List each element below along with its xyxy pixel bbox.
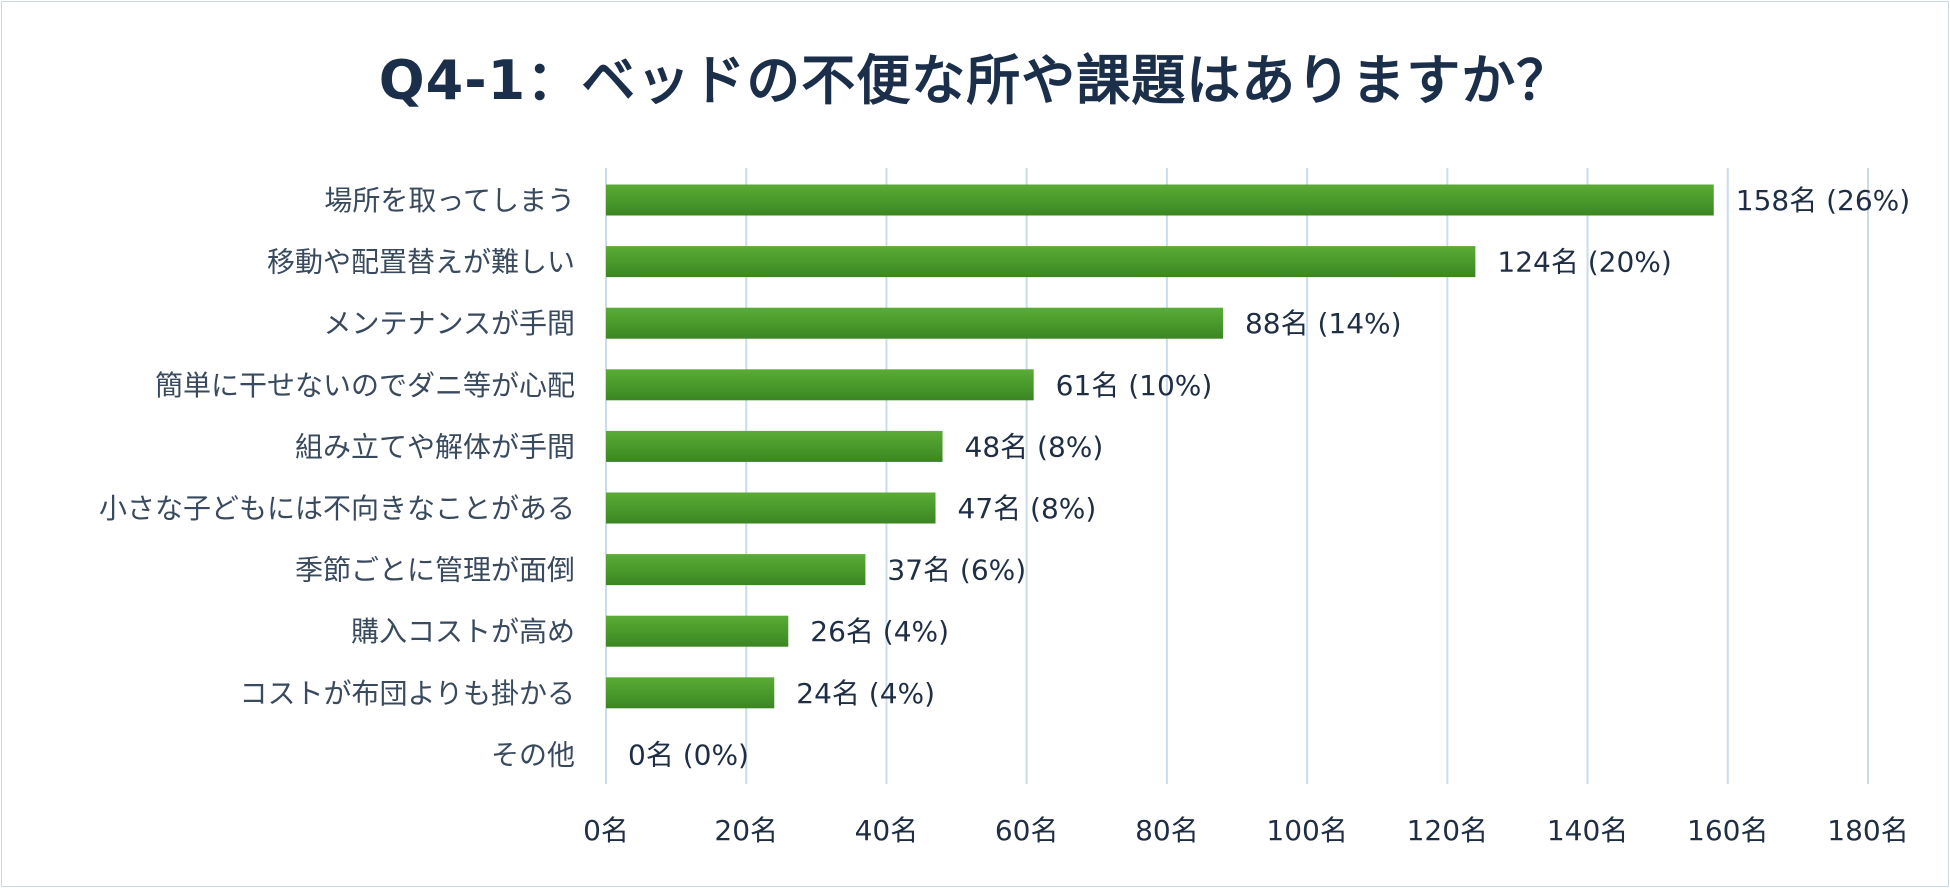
category-label: メンテナンスが手間	[324, 307, 575, 340]
chart-title: Q4-1：ベッドの不便な所や課題はありますか？	[378, 49, 1572, 112]
data-label: 0名 (0%)	[628, 738, 749, 771]
category-label: 購入コストが高め	[351, 615, 575, 648]
data-label: 48名 (8%)	[965, 430, 1104, 463]
bar	[606, 615, 789, 647]
labels: 0名 20名 40名 60名 80名 100名 120名 140名 160名 180名 場所を取って…	[99, 184, 1910, 847]
category-label: コストが布団よりも掛かる	[240, 677, 575, 710]
bar	[606, 430, 943, 462]
category-label: 簡単に干せないのでダニ等が心配	[155, 369, 575, 402]
data-label: 158名 (26%)	[1736, 184, 1910, 217]
category-label: 組み立てや解体が手間	[295, 430, 575, 463]
data-label: 26名 (4%)	[810, 615, 949, 648]
category-label: 小さな子どもには不向きなことがある	[99, 492, 575, 525]
data-label: 37名 (6%)	[887, 554, 1026, 587]
x-tick-label: 20名	[714, 814, 778, 847]
data-label: 88名 (14%)	[1245, 307, 1402, 340]
data-label: 24名 (4%)	[796, 677, 935, 710]
bar	[606, 677, 775, 709]
x-tick-label: 80名	[1135, 814, 1199, 847]
category-label: その他	[491, 738, 575, 771]
bar	[606, 492, 936, 524]
x-tick-label: 160名	[1687, 814, 1768, 847]
x-tick-label: 140名	[1547, 814, 1628, 847]
x-tick-label: 100名	[1266, 814, 1347, 847]
bar	[606, 369, 1034, 401]
category-label: 場所を取ってしまう	[324, 184, 575, 217]
x-tick-label: 40名	[855, 814, 919, 847]
bar	[606, 184, 1714, 216]
data-label: 124名 (20%)	[1497, 246, 1671, 279]
category-label: 季節ごとに管理が面倒	[295, 554, 575, 587]
bar	[606, 307, 1223, 339]
x-tick-label: 180名	[1827, 814, 1908, 847]
bar	[606, 246, 1476, 278]
data-label: 47名 (8%)	[958, 492, 1097, 525]
bars	[606, 184, 1714, 709]
x-tick-label: 0名	[583, 814, 629, 847]
data-label: 61名 (10%)	[1056, 369, 1213, 402]
x-tick-label: 120名	[1407, 814, 1488, 847]
x-tick-label: 60名	[995, 814, 1059, 847]
category-label: 移動や配置替えが難しい	[267, 246, 575, 279]
bar	[606, 554, 866, 586]
